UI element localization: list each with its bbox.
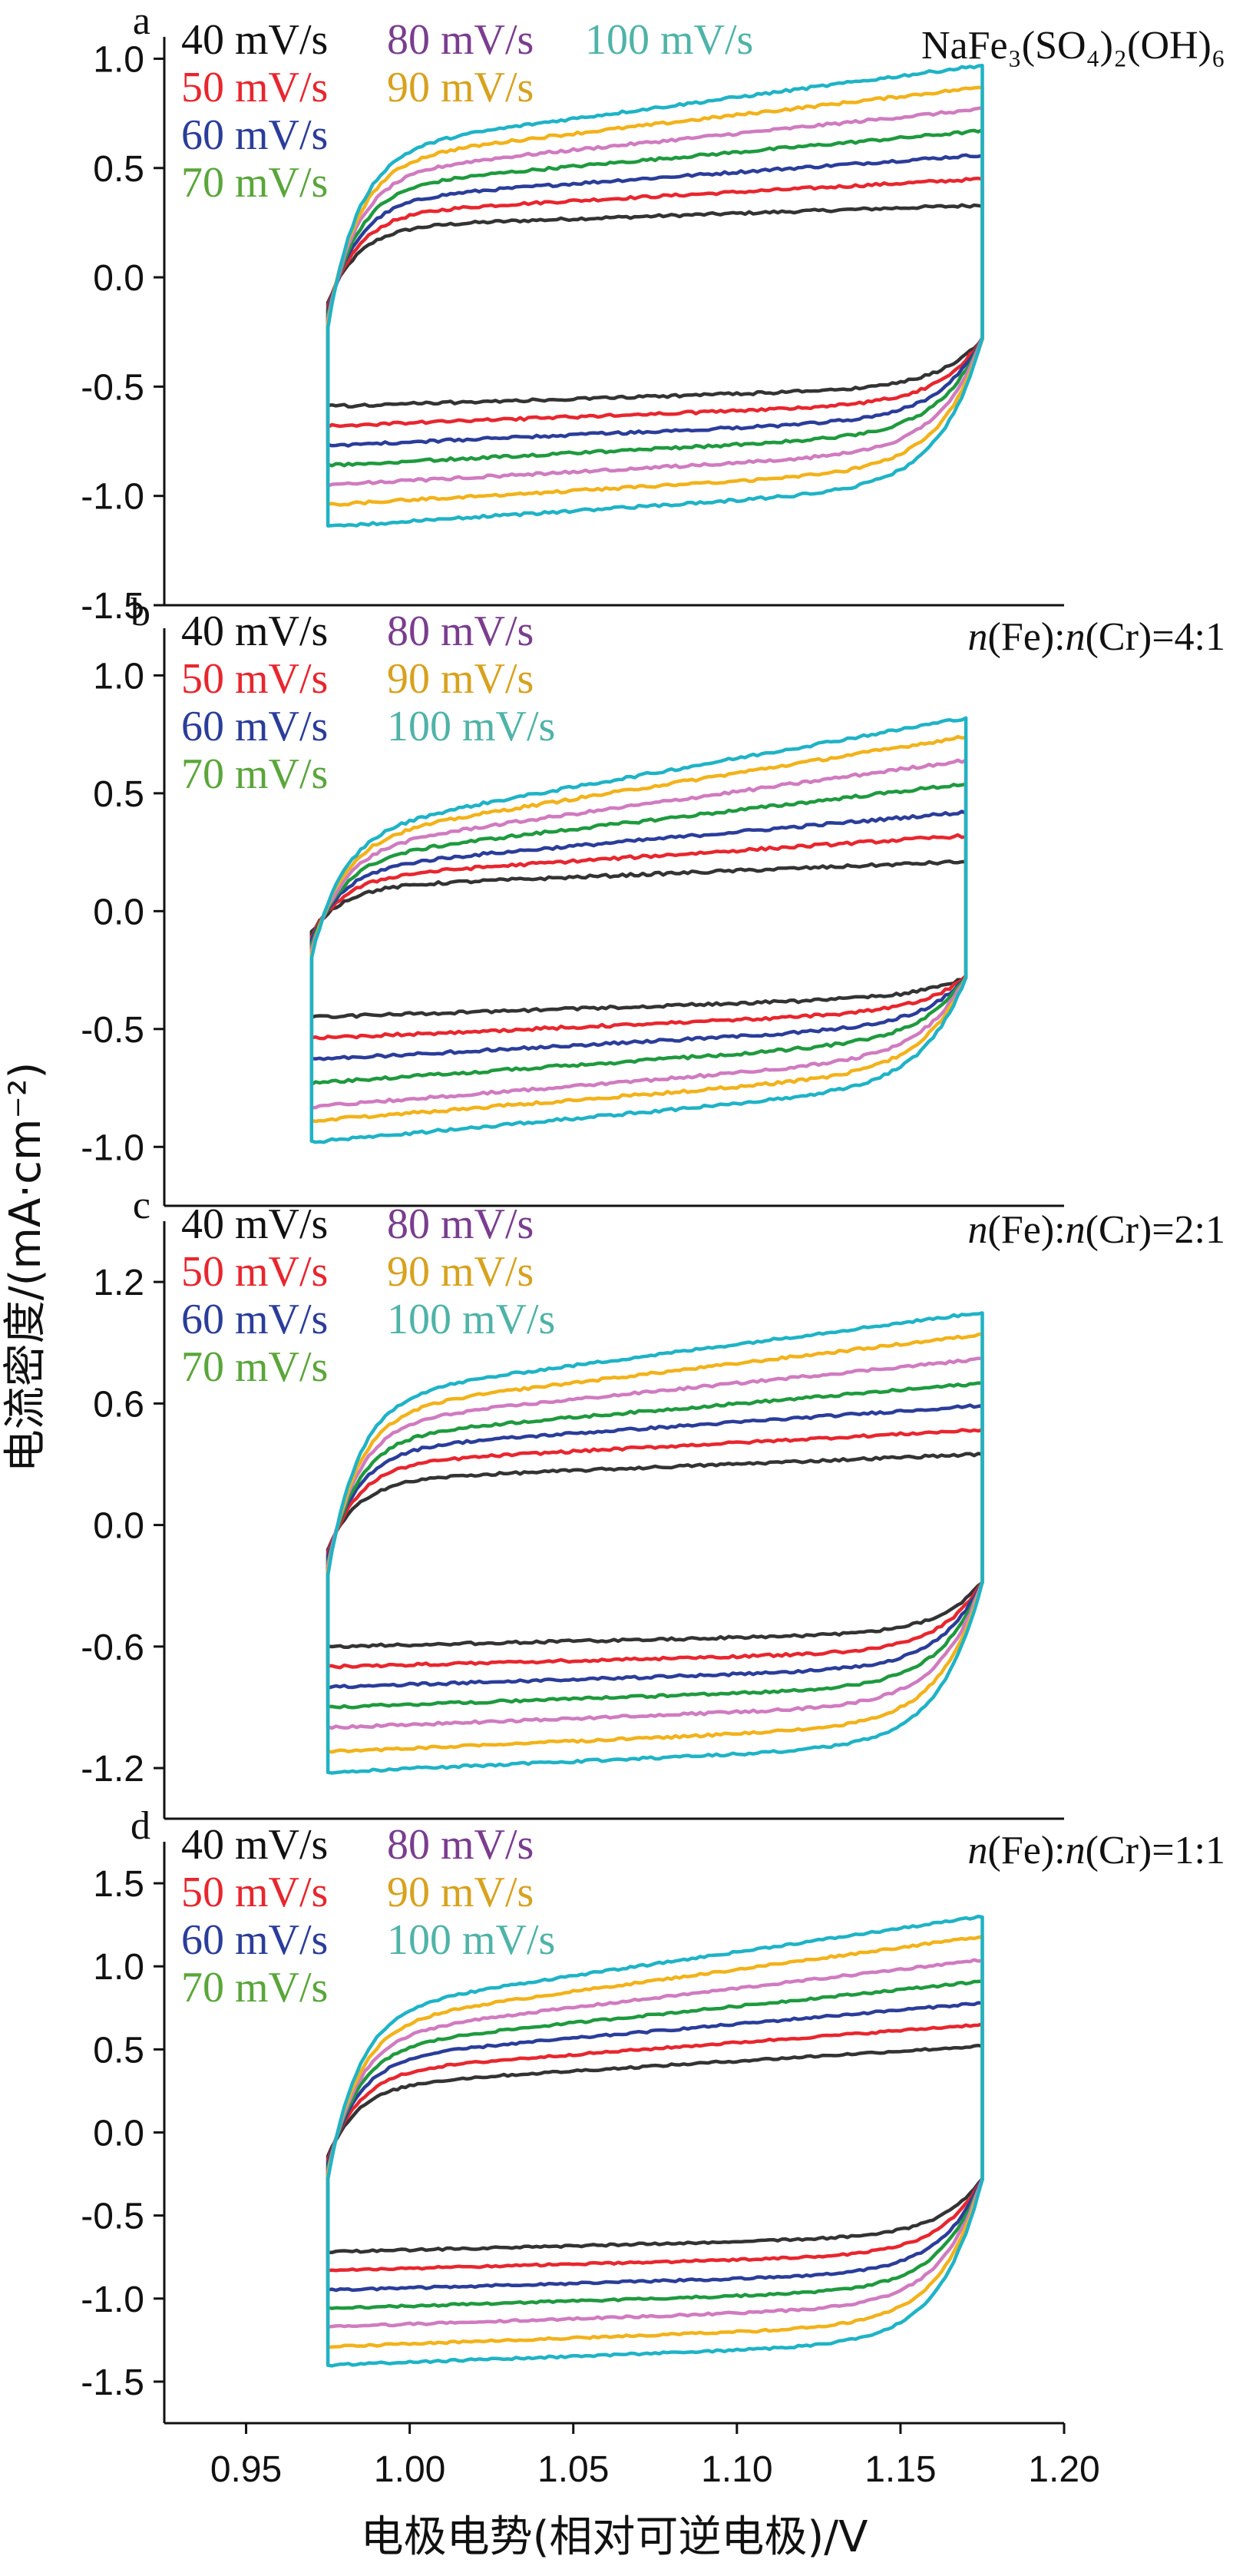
y-tick-label: -1.0 [81,2280,144,2320]
panel-label: b [131,591,150,634]
x-tick-label: 1.15 [864,2449,936,2490]
cv-curve-40-mVs [326,2043,984,2255]
legend-entry-40-mVs: 40 mV/s [181,16,328,64]
y-tick-label: -0.5 [81,367,144,408]
panel-label: a [133,0,150,43]
x-tick-label: 1.05 [537,2449,609,2490]
legend-entry-60-mVs: 60 mV/s [181,1296,328,1343]
y-tick-label: -1.5 [81,586,144,627]
cv-curve-100-mVs [326,1311,984,1775]
legend-entry-90-mVs: 90 mV/s [387,655,534,703]
legend-entry-80-mVs: 80 mV/s [387,16,534,64]
legend-entry-50-mVs: 50 mV/s [181,1869,328,1916]
y-tick-label: 0.0 [93,258,144,299]
legend-entry-80-mVs: 80 mV/s [387,1200,534,1248]
panel-c: 1.2 0.6 0.0 -0.6 -1.2 c n(Fe):n(Cr)=2:1 40 mV/s… [81,1184,1226,1820]
legend-entry-60-mVs: 60 mV/s [181,703,328,750]
panel-a: 1.0 0.5 0.0 -0.5 -1.0 -1.5 a NaFe₃(SO₄)₂(OH)₆ 40… [81,0,1225,627]
panel-title: n(Fe):n(Cr)=1:1 [968,1829,1226,1872]
y-tick-label: 0.5 [93,2030,144,2071]
cv-curve-90-mVs [326,1332,984,1754]
y-tick-label: 0.0 [93,2114,144,2154]
panel-title: n(Fe):n(Cr)=2:1 [968,1208,1226,1252]
legend-entry-70-mVs: 70 mV/s [181,159,328,207]
legend-entry-80-mVs: 80 mV/s [387,1821,534,1869]
legend-entry-70-mVs: 70 mV/s [181,1964,328,2011]
y-tick-label: 0.6 [93,1384,144,1425]
legend-entry-40-mVs: 40 mV/s [181,1821,328,1869]
y-tick-label: 0.0 [93,1506,144,1547]
cv-curve-40-mVs [326,203,984,409]
cv-curve-100-mVs [326,64,984,528]
cv-curve-40-mVs [326,1452,984,1650]
cv-curve-100-mVs [326,1914,984,2368]
cv-curve-60-mVs [326,2001,984,2293]
panel-title: NaFe₃(SO₄)₂(OH)₆ [921,24,1225,68]
panel-label: c [133,1184,150,1227]
y-tick-label: -1.2 [81,1749,144,1790]
y-tick-label: 0.0 [93,892,144,932]
legend-entry-100-mVs: 100 mV/s [585,16,753,64]
legend-entry-40-mVs: 40 mV/s [181,608,328,655]
cv-curve-100-mVs [309,716,968,1144]
y-axis-label: 电流密度/(mA·cm⁻²) [1,1062,51,1473]
y-tick-label: 1.0 [93,656,144,697]
legend-entry-50-mVs: 50 mV/s [181,1248,328,1296]
legend-entry-70-mVs: 70 mV/s [181,750,328,798]
y-tick-label: 1.0 [93,39,144,80]
panel-d: 1.5 1.0 0.5 0.0 -0.5 -1.0 -1.5 0.95 1.00 1.05 1.10… [81,1804,1225,2490]
cv-curve-90-mVs [309,734,968,1124]
legend-entry-60-mVs: 60 mV/s [181,1916,328,1964]
legend-entry-100-mVs: 100 mV/s [387,703,555,750]
y-tick-label: 0.5 [93,774,144,815]
y-tick-label: 0.5 [93,149,144,190]
legend-entry-80-mVs: 80 mV/s [387,608,534,655]
y-tick-label: 1.2 [93,1263,144,1303]
legend-entry-90-mVs: 90 mV/s [387,64,534,111]
y-tick-label: -0.5 [81,2197,144,2237]
x-tick-label: 1.20 [1028,2449,1099,2490]
y-tick-label: -1.0 [81,477,144,518]
legend-entry-50-mVs: 50 mV/s [181,655,328,703]
panel-label: d [131,1804,150,1848]
legend-entry-90-mVs: 90 mV/s [387,1248,534,1296]
y-tick-label: 1.0 [93,1947,144,1988]
y-tick-label: -0.5 [81,1010,144,1051]
y-tick-label: -1.5 [81,2362,144,2403]
legend-entry-40-mVs: 40 mV/s [181,1200,328,1248]
legend-entry-100-mVs: 100 mV/s [387,1296,555,1343]
legend-entry-60-mVs: 60 mV/s [181,111,328,159]
panels-group: 1.0 0.5 0.0 -0.5 -1.0 -1.5 a NaFe₃(SO₄)₂(OH)₆ 40… [81,0,1225,2490]
y-tick-label: -0.6 [81,1627,144,1668]
legend-entry-50-mVs: 50 mV/s [181,64,328,111]
panel-title: n(Fe):n(Cr)=4:1 [968,615,1226,659]
x-tick-label: 0.95 [210,2449,282,2490]
legend-entry-90-mVs: 90 mV/s [387,1869,534,1916]
panel-b: 1.0 0.5 0.0 -0.5 -1.0 b n(Fe):n(Cr)=4:1 40 mV/s… [81,591,1226,1207]
y-tick-label: -1.0 [81,1127,144,1168]
cv-curve-40-mVs [309,859,968,1019]
x-tick-label: 1.10 [701,2449,772,2490]
y-tick-label: 1.5 [93,1864,144,1905]
x-axis-label: 电极电势(相对可逆电极)/V [361,2512,868,2562]
legend-entry-70-mVs: 70 mV/s [181,1343,328,1391]
legend-entry-100-mVs: 100 mV/s [387,1916,555,1964]
x-tick-label: 1.00 [374,2449,445,2490]
